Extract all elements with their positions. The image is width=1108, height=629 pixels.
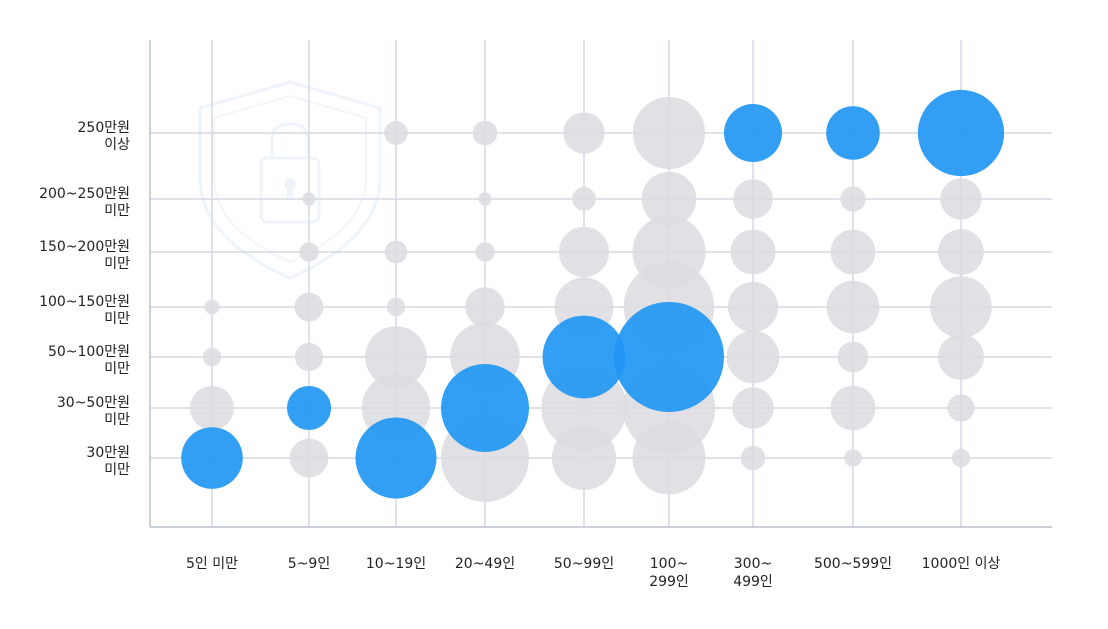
bubble-highlight bbox=[287, 386, 331, 430]
bubble bbox=[947, 394, 975, 422]
bubble bbox=[563, 112, 605, 154]
bubbles bbox=[181, 89, 1005, 502]
x-tick-label: 10~19인 bbox=[366, 556, 426, 572]
bubble-highlight bbox=[917, 89, 1005, 177]
bubble bbox=[740, 445, 766, 471]
bubble-highlight bbox=[181, 427, 243, 489]
x-tick-label: 5~9인 bbox=[288, 556, 330, 572]
bubble bbox=[475, 242, 495, 262]
bubble bbox=[190, 386, 234, 430]
axes bbox=[149, 40, 1052, 528]
bubble bbox=[726, 330, 780, 384]
bubble bbox=[558, 226, 610, 278]
bubble bbox=[826, 280, 880, 334]
bubble bbox=[299, 242, 319, 262]
bubble bbox=[733, 179, 773, 219]
x-axis-ticks: 5인 미만 5~9인 10~19인 20~49인 50~99인 100~ 299인 300~ 4… bbox=[186, 556, 1000, 590]
bubble bbox=[940, 178, 982, 220]
shield-lock-icon bbox=[198, 80, 382, 280]
bubble-highlight bbox=[826, 106, 880, 160]
y-tick-label: 30만원 미만 bbox=[86, 445, 130, 478]
x-tick-label: 1000인 이상 bbox=[922, 556, 1001, 572]
bubble bbox=[204, 299, 220, 315]
bubble bbox=[384, 121, 408, 145]
bubble bbox=[472, 120, 498, 146]
bubble bbox=[202, 347, 222, 367]
bubble-highlight bbox=[614, 302, 724, 412]
x-tick-label: 50~99인 bbox=[554, 556, 614, 572]
bubble bbox=[732, 387, 774, 429]
bubble bbox=[632, 215, 706, 289]
x-tick-label: 500~599인 bbox=[814, 556, 892, 572]
x-tick-label: 300~ 499인 bbox=[733, 556, 773, 590]
bubble bbox=[730, 229, 776, 275]
bubble bbox=[632, 96, 706, 170]
y-tick-label: 250만원 이상 bbox=[78, 120, 131, 153]
bubble bbox=[930, 276, 992, 338]
bubble bbox=[294, 342, 324, 372]
y-tick-label: 30~50만원 미만 bbox=[57, 395, 130, 428]
y-tick-label: 200~250만원 미만 bbox=[39, 186, 130, 219]
bubble bbox=[572, 187, 596, 211]
bubble bbox=[830, 229, 876, 275]
bubble bbox=[830, 385, 876, 431]
bubble bbox=[478, 192, 492, 206]
bubble bbox=[951, 448, 971, 468]
bubble-highlight bbox=[542, 315, 626, 399]
bubble-highlight bbox=[724, 104, 782, 162]
bubble bbox=[294, 292, 324, 322]
bubble-highlight bbox=[355, 417, 437, 499]
bubble bbox=[384, 240, 408, 264]
bubble bbox=[641, 171, 697, 227]
y-tick-label: 150~200만원 미만 bbox=[39, 239, 130, 272]
x-tick-label: 100~ 299인 bbox=[649, 556, 689, 590]
x-tick-label: 20~49인 bbox=[455, 556, 515, 572]
bubble bbox=[365, 326, 427, 388]
y-axis-ticks: 30만원 미만 30~50만원 미만 50~100만원 미만 100~150만원 미만 150~… bbox=[39, 120, 130, 478]
bubble bbox=[386, 297, 406, 317]
y-tick-label: 100~150만원 미만 bbox=[39, 294, 130, 327]
bubble bbox=[938, 334, 984, 380]
bubble-highlight bbox=[441, 364, 529, 452]
x-tick-label: 5인 미만 bbox=[186, 556, 238, 572]
bubble bbox=[938, 229, 984, 275]
y-tick-label: 50~100만원 미만 bbox=[48, 344, 130, 377]
bubble bbox=[844, 449, 862, 467]
bubble bbox=[302, 192, 316, 206]
bubble bbox=[727, 281, 779, 333]
bubble bbox=[465, 287, 505, 327]
bubble bbox=[837, 341, 869, 373]
bubble bbox=[840, 186, 866, 212]
bubble bbox=[289, 438, 329, 478]
